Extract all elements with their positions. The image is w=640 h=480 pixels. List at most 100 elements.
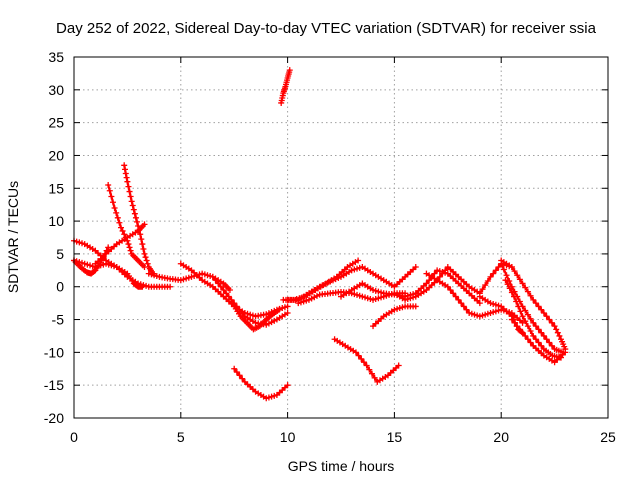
data-point-marker — [532, 323, 539, 330]
data-point-marker — [233, 369, 240, 376]
data-point-marker — [265, 320, 272, 327]
data-point-marker — [126, 244, 133, 251]
data-point-marker — [297, 299, 304, 306]
data-point-marker — [355, 352, 362, 359]
data-point-marker — [359, 293, 366, 300]
data-point-marker — [556, 332, 563, 339]
data-point-marker — [108, 193, 115, 200]
data-point-marker — [487, 300, 494, 307]
data-point-marker — [553, 326, 560, 333]
data-point-marker — [130, 206, 137, 213]
data-point-marker — [335, 275, 342, 282]
data-point-marker — [500, 266, 507, 273]
data-point-marker — [490, 270, 497, 277]
data-point-marker — [463, 306, 470, 313]
data-point-marker — [519, 280, 526, 287]
data-point-marker — [492, 308, 499, 315]
data-point-marker — [354, 291, 361, 298]
series-track-10 — [231, 303, 283, 333]
data-point-marker — [279, 305, 286, 312]
data-point-marker — [284, 309, 291, 316]
data-point-marker — [185, 274, 192, 281]
data-point-marker — [142, 254, 149, 261]
grid-layer — [74, 57, 608, 418]
data-point-marker — [124, 178, 131, 185]
data-point-marker — [139, 283, 146, 290]
data-point-marker — [364, 295, 371, 302]
series-track-11 — [231, 365, 291, 402]
data-point-marker — [522, 284, 529, 291]
data-point-marker — [371, 374, 378, 381]
y-axis-label: SDTVAR / TECUs — [5, 181, 21, 293]
series-track-16 — [338, 267, 483, 307]
data-point-marker — [527, 292, 534, 299]
data-point-marker — [508, 289, 515, 296]
data-point-marker — [492, 301, 499, 308]
data-point-marker — [121, 166, 128, 173]
data-point-marker — [109, 199, 116, 206]
data-point-marker — [228, 296, 235, 303]
y-tick-label: -5 — [52, 312, 65, 328]
data-point-marker — [522, 332, 529, 339]
y-tick-label: -20 — [44, 410, 64, 426]
series-track-17 — [331, 336, 402, 385]
data-point-marker — [524, 323, 531, 330]
y-tick-label: 15 — [48, 180, 64, 196]
data-point-marker — [116, 219, 123, 226]
data-point-marker — [199, 270, 206, 277]
data-point-marker — [122, 170, 129, 177]
series-line — [500, 262, 565, 354]
tick-layer: 0 5 10 15 20 25 -20 -15 -10 -5 0 5 10 15 20 25 30 35 — [44, 49, 616, 445]
data-point-marker — [153, 273, 160, 280]
data-point-marker — [410, 294, 417, 301]
data-point-marker — [143, 257, 150, 264]
data-point-marker — [125, 241, 132, 248]
data-point-marker — [535, 326, 542, 333]
series-track-25 — [508, 316, 569, 366]
y-tick-label: -15 — [44, 377, 64, 393]
data-point-marker — [119, 227, 126, 234]
data-point-marker — [404, 296, 411, 303]
data-point-marker — [84, 261, 91, 268]
data-point-marker — [265, 394, 272, 401]
data-point-marker — [305, 296, 312, 303]
data-point-marker — [535, 303, 542, 310]
x-tick-label: 20 — [493, 429, 509, 445]
data-point-marker — [474, 312, 481, 319]
data-point-marker — [516, 326, 523, 333]
data-point-marker — [249, 312, 256, 319]
data-point-marker — [514, 272, 521, 279]
data-point-marker — [324, 279, 331, 286]
data-point-marker — [455, 296, 462, 303]
data-point-marker — [508, 316, 515, 323]
data-point-marker — [482, 282, 489, 289]
data-point-marker — [105, 181, 112, 188]
data-point-marker — [506, 285, 513, 292]
data-point-marker — [504, 281, 511, 288]
data-point-marker — [399, 304, 406, 311]
data-point-marker — [117, 224, 124, 231]
data-point-marker — [141, 221, 148, 228]
data-point-marker — [452, 293, 459, 300]
data-point-marker — [394, 305, 401, 312]
data-point-marker — [412, 264, 419, 271]
data-point-marker — [148, 271, 155, 278]
data-point-marker — [127, 193, 134, 200]
data-point-marker — [263, 311, 270, 318]
data-point-marker — [476, 313, 483, 320]
data-point-marker — [402, 296, 409, 303]
data-point-marker — [239, 375, 246, 382]
data-point-marker — [439, 270, 446, 277]
data-point-marker — [479, 312, 486, 319]
data-point-marker — [395, 362, 402, 369]
data-point-marker — [201, 271, 208, 278]
data-point-marker — [490, 300, 497, 307]
data-point-marker — [127, 247, 134, 254]
data-point-marker — [375, 288, 382, 295]
data-point-marker — [442, 267, 449, 274]
data-point-marker — [114, 214, 121, 221]
y-tick-label: 25 — [48, 115, 64, 131]
data-point-marker — [128, 198, 135, 205]
data-point-marker — [129, 202, 136, 209]
data-point-marker — [508, 264, 515, 271]
